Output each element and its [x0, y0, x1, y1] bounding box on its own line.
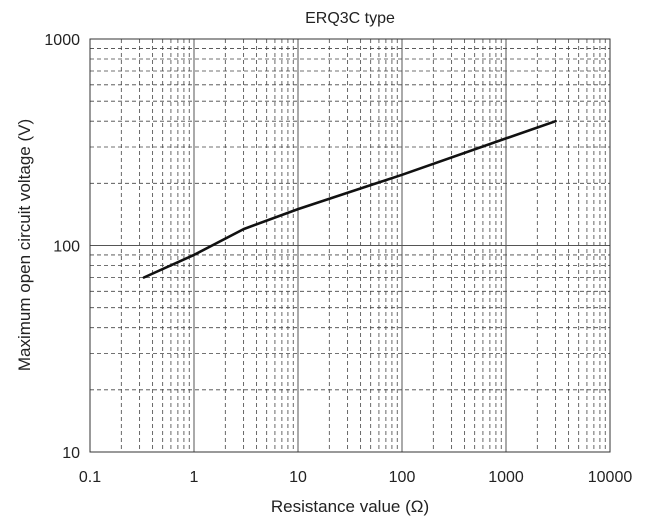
y-tick-label: 10	[62, 445, 80, 462]
plot-frame	[89, 38, 611, 453]
y-tick-label: 100	[53, 239, 80, 256]
tick-labels: 0.1 1 10 100 1000 10000 10 100 1000	[44, 32, 632, 486]
grid	[89, 38, 611, 453]
y-axis-label: Maximum open circuit voltage (V)	[15, 119, 34, 371]
x-tick-label: 100	[389, 469, 416, 486]
x-tick-label: 1000	[488, 469, 524, 486]
x-tick-label: 0.1	[79, 469, 101, 486]
chart-title: ERQ3C type	[305, 10, 395, 27]
x-tick-label: 10000	[588, 469, 633, 486]
x-tick-label: 10	[289, 469, 307, 486]
x-tick-label: 1	[190, 469, 199, 486]
series-layer	[142, 119, 557, 279]
voltage-series-line	[142, 119, 557, 279]
x-axis-label: Resistance value (Ω)	[271, 497, 429, 516]
y-tick-label: 1000	[44, 32, 80, 49]
